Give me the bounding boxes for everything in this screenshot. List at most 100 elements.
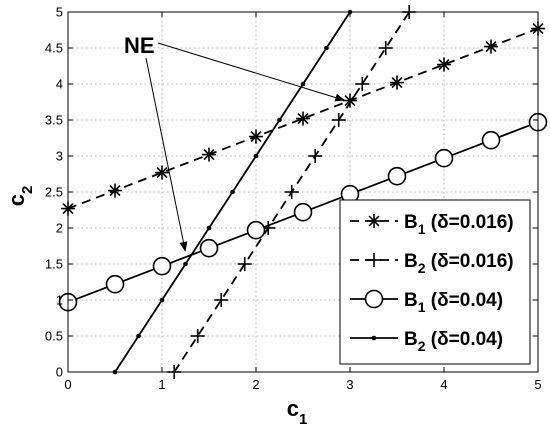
legend-marker <box>371 335 377 341</box>
series-3-point <box>387 166 407 186</box>
series-4-point <box>253 153 259 159</box>
series-1-point <box>108 183 122 198</box>
series-markers <box>58 5 548 379</box>
marker-dot <box>230 189 235 195</box>
marker-stroke <box>485 41 497 53</box>
marker-stroke <box>250 131 262 143</box>
marker-circle <box>364 289 384 309</box>
series-2-point <box>308 149 323 163</box>
y-axis-label: c2 <box>4 186 36 207</box>
x-tick-label: 3 <box>346 377 353 392</box>
y-tick-label: 1 <box>56 293 63 308</box>
series-1-point <box>390 75 404 90</box>
legend-entry-2: B2 (δ=0.016) <box>350 251 514 276</box>
series-1-point <box>155 165 169 180</box>
y-tick-label: 2.5 <box>45 185 63 200</box>
series-1-point <box>437 57 451 72</box>
series-4-point <box>159 297 165 303</box>
y-tick-label: 4.5 <box>45 41 63 56</box>
legend-marker <box>367 253 381 267</box>
series-3-point <box>434 148 454 168</box>
series-3-point <box>105 274 125 294</box>
legend-box <box>339 199 531 365</box>
series-3-point <box>199 238 219 258</box>
x-tick-label: 4 <box>440 377 447 392</box>
marker-circle <box>293 202 313 222</box>
series-line-1 <box>67 27 539 210</box>
series-4-point <box>277 117 282 123</box>
marker-circle <box>105 274 125 294</box>
series-1-point <box>249 129 263 144</box>
ticks: 0 1 2 3 4 5 0 0.5 1 1.5 2 2.5 3 3.5 4 4.5 5 <box>45 5 542 393</box>
marker-dot <box>183 261 188 267</box>
x-tick-label: 1 <box>158 377 165 392</box>
series-4-point <box>230 189 235 195</box>
y-tick-label: 4 <box>56 77 63 92</box>
marker-dot <box>253 153 259 159</box>
marker-dot <box>206 225 212 231</box>
series-1-point <box>202 147 216 162</box>
y-tick-label: 1.5 <box>45 257 63 272</box>
x-tick-label: 5 <box>534 377 541 392</box>
x-tick-label: 2 <box>252 377 259 392</box>
legend-label: B1 (δ=0.016) <box>404 212 514 237</box>
y-tick-label: 3 <box>56 149 63 164</box>
series-4-point <box>324 45 329 51</box>
marker-circle <box>434 148 454 168</box>
marker-stroke <box>203 149 215 161</box>
marker-stroke <box>368 215 380 227</box>
series-3-point <box>246 220 266 240</box>
axis-labels: c1 c2 <box>4 186 307 428</box>
marker-dot <box>136 333 141 339</box>
marker-stroke <box>156 167 168 179</box>
series-3-point <box>481 130 501 150</box>
marker-dot <box>159 297 165 303</box>
annotation-text: NE <box>124 33 155 58</box>
y-tick-label: 3.5 <box>45 113 63 128</box>
marker-circle <box>481 130 501 150</box>
marker-circle <box>387 166 407 186</box>
legend: B1 (δ=0.016) B2 (δ=0.016) B1 (δ=0.04) B2 (δ… <box>339 199 531 365</box>
series-1-point <box>343 93 357 108</box>
marker-stroke <box>391 77 403 89</box>
x-tick-label: 0 <box>64 377 71 392</box>
legend-marker <box>364 289 384 309</box>
series-3-point <box>152 256 172 276</box>
series-1-point <box>296 111 310 126</box>
y-tick-label: 0.5 <box>45 329 63 344</box>
marker-dot <box>371 335 377 341</box>
legend-marker <box>367 214 381 228</box>
x-axis-label: c1 <box>287 396 308 428</box>
series-2-point <box>378 41 393 55</box>
annotation-arrow <box>157 42 346 102</box>
annotation: NE <box>124 33 346 252</box>
series-4-point <box>136 333 141 339</box>
marker-stroke <box>438 59 450 71</box>
legend-entry-4: B2 (δ=0.04) <box>350 329 503 354</box>
marker-stroke <box>109 185 121 197</box>
marker-dot <box>277 117 282 123</box>
series-2-point <box>355 77 370 91</box>
series-3-point <box>293 202 313 222</box>
marker-stroke <box>344 95 356 107</box>
annotation-arrow <box>145 57 188 252</box>
marker-dot <box>324 45 329 51</box>
y-tick-label: 5 <box>56 5 63 20</box>
series-1-point <box>484 39 498 54</box>
series-2-point <box>214 293 229 307</box>
legend-label: B2 (δ=0.016) <box>404 251 514 276</box>
legend-label: B2 (δ=0.04) <box>404 329 503 354</box>
legend-entry-3: B1 (δ=0.04) <box>350 289 503 315</box>
marker-stroke <box>297 113 309 125</box>
y-tick-label: 2 <box>56 221 63 236</box>
legend-label: B1 (δ=0.04) <box>404 290 503 315</box>
series-4-point <box>206 225 212 231</box>
series-4-point <box>183 261 188 267</box>
series-2-point <box>331 113 346 127</box>
marker-circle <box>152 256 172 276</box>
marker-dot <box>300 81 306 87</box>
series-4-point <box>300 81 306 87</box>
legend-entry-1: B1 (δ=0.016) <box>350 212 514 237</box>
series-2-point <box>190 329 205 343</box>
